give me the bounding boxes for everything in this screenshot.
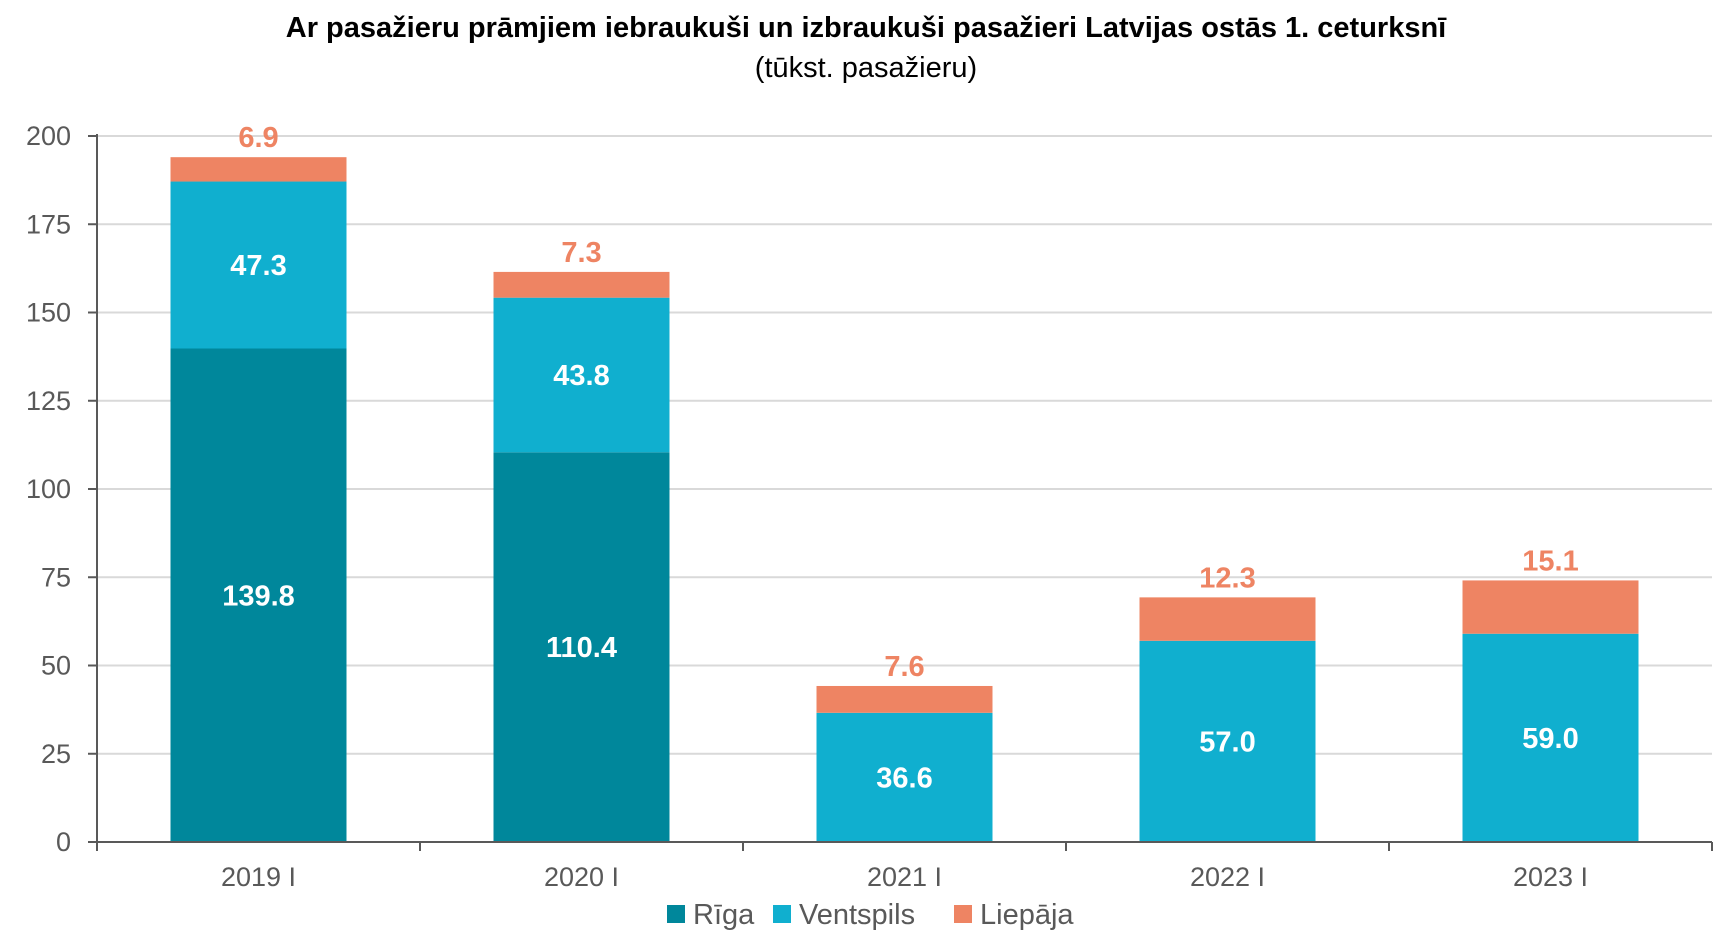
legend-label: Ventspils (799, 899, 915, 931)
bar-ventspils-3 (1139, 640, 1316, 842)
data-label: 59.0 (1522, 723, 1578, 755)
y-tick-label: 150 (26, 298, 71, 328)
x-tick-label: 2022 I (1190, 862, 1265, 892)
bar-rga-1 (493, 452, 670, 842)
y-tick-label: 200 (26, 121, 71, 151)
bar-rga-0 (170, 348, 347, 842)
bar-liepja-4 (1462, 580, 1639, 634)
data-label: 7.3 (561, 237, 601, 269)
bar-ventspils-1 (493, 297, 670, 453)
legend-label: Liepāja (980, 899, 1074, 931)
data-label: 7.6 (884, 651, 924, 683)
data-label: 12.3 (1199, 562, 1255, 594)
legend-swatch (954, 905, 972, 923)
bar-liepja-3 (1139, 597, 1316, 641)
bar-liepja-2 (816, 685, 993, 713)
x-tick-label: 2021 I (867, 862, 942, 892)
x-tick-label: 2019 I (221, 862, 296, 892)
bar-ventspils-4 (1462, 633, 1639, 842)
y-tick-label: 0 (56, 827, 71, 857)
legend-swatch (773, 905, 791, 923)
data-label: 43.8 (553, 360, 609, 392)
data-label: 57.0 (1199, 726, 1255, 758)
bar-ventspils-0 (170, 181, 347, 349)
x-tick-label: 2023 I (1513, 862, 1588, 892)
y-tick-label: 175 (26, 209, 71, 239)
data-label: 110.4 (546, 632, 617, 664)
y-tick-label: 100 (26, 474, 71, 504)
legend-label: Rīga (693, 899, 755, 931)
data-label: 139.8 (222, 580, 295, 612)
y-tick-label: 125 (26, 386, 71, 416)
data-label: 47.3 (230, 250, 286, 282)
chart-title: Ar pasažieru prāmjiem iebraukuši un izbr… (285, 12, 1447, 44)
y-tick-label: 75 (41, 562, 71, 592)
y-tick-label: 50 (41, 651, 71, 681)
data-label: 15.1 (1522, 545, 1578, 577)
data-label: 36.6 (876, 762, 932, 794)
chart-subtitle: (tūkst. pasažieru) (754, 52, 978, 84)
y-tick-label: 25 (41, 739, 71, 769)
x-tick-label: 2020 I (544, 862, 619, 892)
bar-liepja-0 (170, 157, 347, 182)
bar-liepja-1 (493, 271, 670, 298)
bar-ventspils-2 (816, 712, 993, 842)
data-label: 6.9 (238, 122, 278, 154)
legend-swatch (667, 905, 685, 923)
